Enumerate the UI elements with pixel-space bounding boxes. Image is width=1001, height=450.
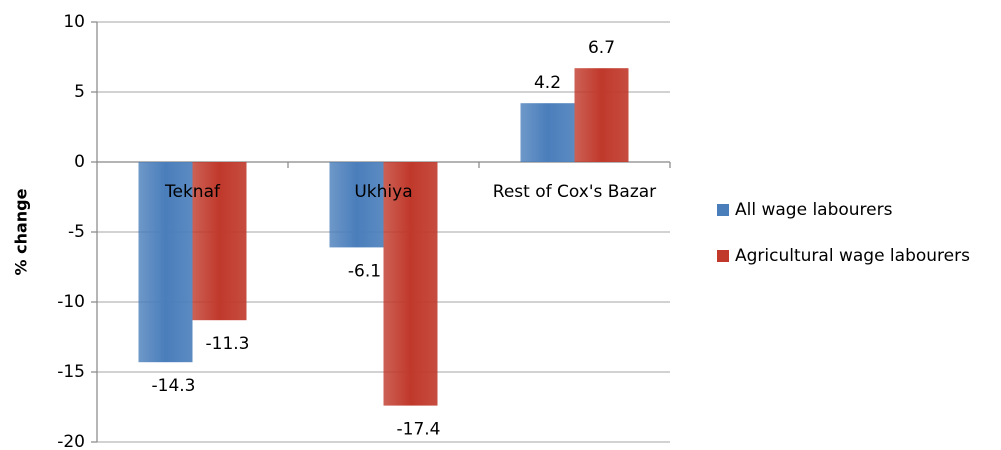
y-tick-label: -20 (57, 432, 85, 450)
x-tick-label: Rest of Cox's Bazar (493, 182, 656, 202)
y-tick-label: 0 (74, 152, 85, 172)
y-tick-label: 10 (63, 12, 85, 32)
x-tick-label: Teknaf (164, 182, 221, 202)
y-tick-label: -15 (57, 362, 85, 382)
data-label: -11.3 (206, 334, 250, 354)
data-label: 4.2 (534, 73, 561, 93)
legend-swatch (717, 204, 729, 216)
bar (192, 162, 247, 321)
bar (329, 162, 384, 248)
legend-label: Agricultural wage labourers (735, 246, 970, 266)
y-tick-label: -5 (68, 222, 85, 242)
bar (574, 68, 629, 162)
data-label: 6.7 (588, 38, 615, 58)
y-tick-label: 5 (74, 82, 85, 102)
data-label: -17.4 (397, 420, 441, 440)
legend-swatch (717, 250, 729, 262)
y-tick-label: -10 (57, 292, 85, 312)
data-label: -6.1 (348, 261, 381, 281)
bar (520, 103, 575, 162)
data-label: -14.3 (152, 376, 196, 396)
legend-label: All wage labourers (735, 200, 893, 220)
y-axis-label: % change (12, 188, 31, 275)
bar (138, 162, 193, 363)
x-tick-label: Ukhiya (354, 182, 412, 202)
bar (383, 162, 438, 406)
